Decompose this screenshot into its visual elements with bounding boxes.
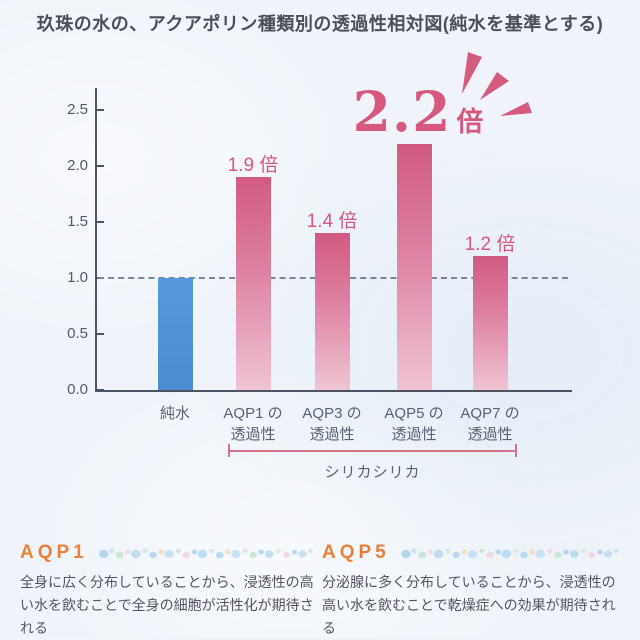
bar-category-label: AQP3 の透過性 — [277, 403, 387, 445]
y-axis-tick-label: 1.0 — [67, 269, 88, 286]
emphasis-burst-icon — [462, 52, 532, 116]
bar-category-label: AQP5 の透過性 — [359, 403, 469, 445]
page-title: 玖珠の水の、アクアポリン種類別の透過性相対図(純水を基準とする) — [36, 14, 604, 34]
y-axis — [95, 88, 97, 392]
bar-category-label: 純水 — [120, 403, 230, 424]
bar-category-label: AQP7 の透過性 — [435, 403, 545, 445]
section-aqp1-body: 全身に広く分布していることから、浸透性の高い水を飲むことで全身の細胞が活性化が期… — [20, 574, 314, 636]
bar-value-annotation: 1.4 倍 — [306, 211, 358, 232]
bracket-tick-left — [228, 444, 230, 457]
bar-category-label-line: AQP5 の — [384, 405, 444, 422]
bar-AQP3の透過性 — [314, 233, 350, 390]
bar-AQP7の透過性 — [472, 256, 508, 390]
bracket-tick-right — [515, 444, 517, 457]
y-axis-tick-label: 1.5 — [67, 213, 88, 230]
bracket-label: シリカシリカ — [324, 464, 421, 481]
bar-AQP1の透過性 — [235, 177, 271, 390]
section-aqp1-heading: AQP1 — [20, 542, 88, 563]
section-aqp5-heading-row: AQP5 — [322, 542, 622, 564]
bracket-line — [228, 450, 517, 452]
bar-category-label-line: 透過性 — [309, 426, 355, 443]
bar-category-label: AQP1 の透過性 — [198, 403, 308, 445]
bar-category-label-line: 透過性 — [391, 426, 437, 443]
y-axis-tick-label: 2.5 — [67, 101, 88, 118]
highlight-unit: 倍 — [456, 107, 484, 137]
y-axis-tick — [97, 333, 104, 335]
bar-純水 — [157, 278, 193, 390]
y-axis-tick — [97, 389, 104, 391]
bar-chart: 2.2 倍 シリカシリカ 0.0 0.5 1.0 1.5 2.0 2.5 純水 1.9 倍 AQ… — [67, 52, 572, 481]
section-aqp1: AQP1 全身に広く分布していることから、浸透性の高い水を飲むことで全身の細胞が… — [20, 542, 316, 640]
bubble-chain-decoration-icon — [98, 545, 316, 561]
bubble-chain-decoration-icon — [400, 545, 622, 561]
y-axis-tick — [97, 165, 104, 167]
bar-category-label-line: AQP3 の — [302, 405, 362, 422]
bar-AQP5の透過性 — [396, 144, 432, 390]
y-axis-tick-label: 2.0 — [67, 157, 88, 174]
bar-value-annotation: 1.9 倍 — [227, 155, 279, 176]
bar-category-label-line: AQP7 の — [460, 405, 520, 422]
section-aqp5-body: 分泌腺に多く分布していることから、浸透性の高い水を飲むことで乾燥症への効果が期待… — [322, 574, 616, 636]
bar-category-label-line: 純水 — [159, 405, 190, 422]
x-axis — [95, 390, 572, 392]
section-aqp1-heading-row: AQP1 — [20, 542, 316, 564]
section-aqp5: AQP5 分泌腺に多く分布していることから、浸透性の高い水を飲むことで乾燥症への… — [322, 542, 622, 640]
highlight-annotation: 2.2 倍 — [338, 84, 498, 139]
y-axis-tick-label: 0.5 — [67, 325, 88, 342]
section-aqp5-heading: AQP5 — [322, 542, 390, 563]
highlight-value: 2.2 — [352, 79, 452, 144]
y-axis-tick — [97, 221, 104, 223]
y-axis-tick-label: 0.0 — [67, 381, 88, 398]
y-axis-tick — [97, 109, 104, 111]
bar-category-label-line: AQP1 の — [223, 405, 283, 422]
bar-value-annotation: 1.2 倍 — [464, 234, 516, 255]
bar-category-label-line: 透過性 — [230, 426, 276, 443]
bar-category-label-line: 透過性 — [467, 426, 513, 443]
